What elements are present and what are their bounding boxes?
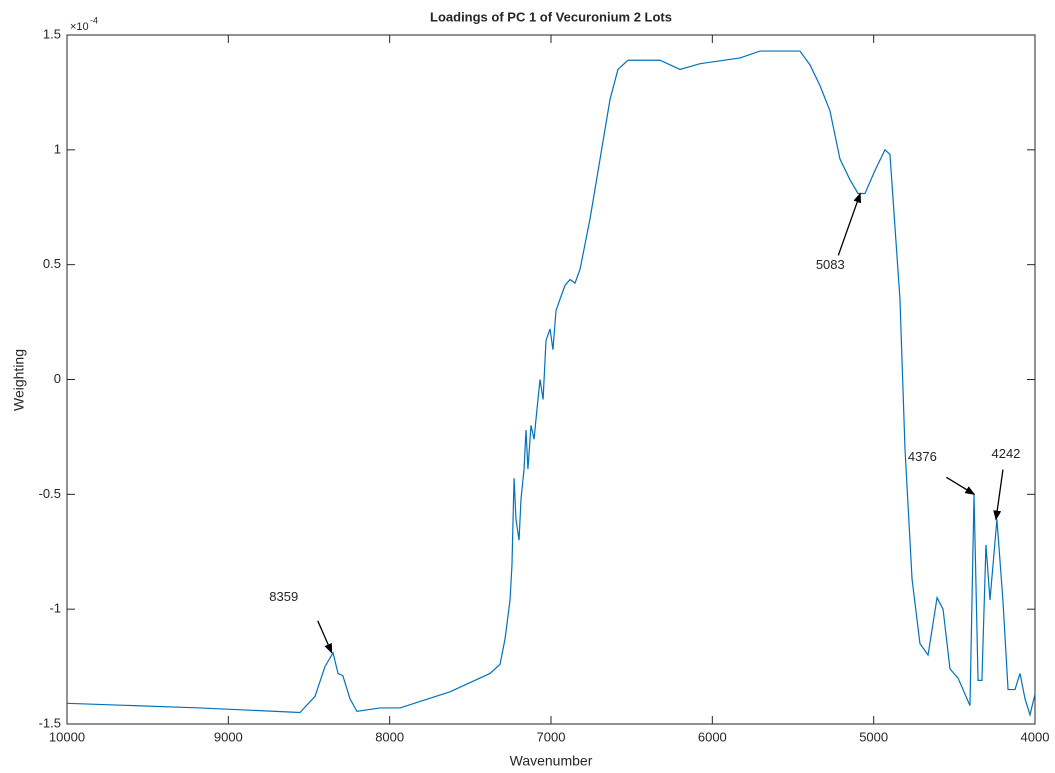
- y-tick-label: 0: [54, 371, 61, 386]
- y-multiplier: ×10: [70, 21, 89, 33]
- y-tick-label: 1: [54, 141, 61, 156]
- x-tick-label: 5000: [859, 729, 888, 744]
- x-tick-label: 6000: [698, 729, 727, 744]
- y-tick-label: 1.5: [43, 26, 61, 41]
- annotation-label: 5083: [816, 257, 845, 272]
- chart-title: Loadings of PC 1 of Vecuronium 2 Lots: [430, 9, 672, 24]
- data-line: [66, 50, 1036, 718]
- annotation-arrow: [837, 192, 862, 256]
- y-exponent: -4: [90, 15, 98, 25]
- y-tick-label: -1.5: [39, 715, 61, 730]
- axes-box: [66, 34, 1036, 725]
- x-tick-label: 10000: [49, 729, 85, 744]
- annotation-arrow: [946, 476, 976, 495]
- y-tick-label: -1: [49, 601, 61, 616]
- annotation-arrow: [993, 469, 1004, 521]
- x-tick-label: 7000: [537, 729, 566, 744]
- annotation-label: 4242: [991, 446, 1020, 461]
- x-tick-label: 9000: [214, 729, 243, 744]
- x-tick-label: 8000: [375, 729, 404, 744]
- y-axis-label: Weighting: [11, 349, 27, 411]
- annotation-label: 4376: [908, 449, 937, 464]
- x-tick-label: 4000: [1021, 729, 1050, 744]
- x-axis-label: Wavenumber: [510, 753, 593, 769]
- annotation-arrow: [317, 620, 333, 654]
- y-tick-label: 0.5: [43, 256, 61, 271]
- annotation-label: 8359: [269, 589, 298, 604]
- y-tick-label: -0.5: [39, 486, 61, 501]
